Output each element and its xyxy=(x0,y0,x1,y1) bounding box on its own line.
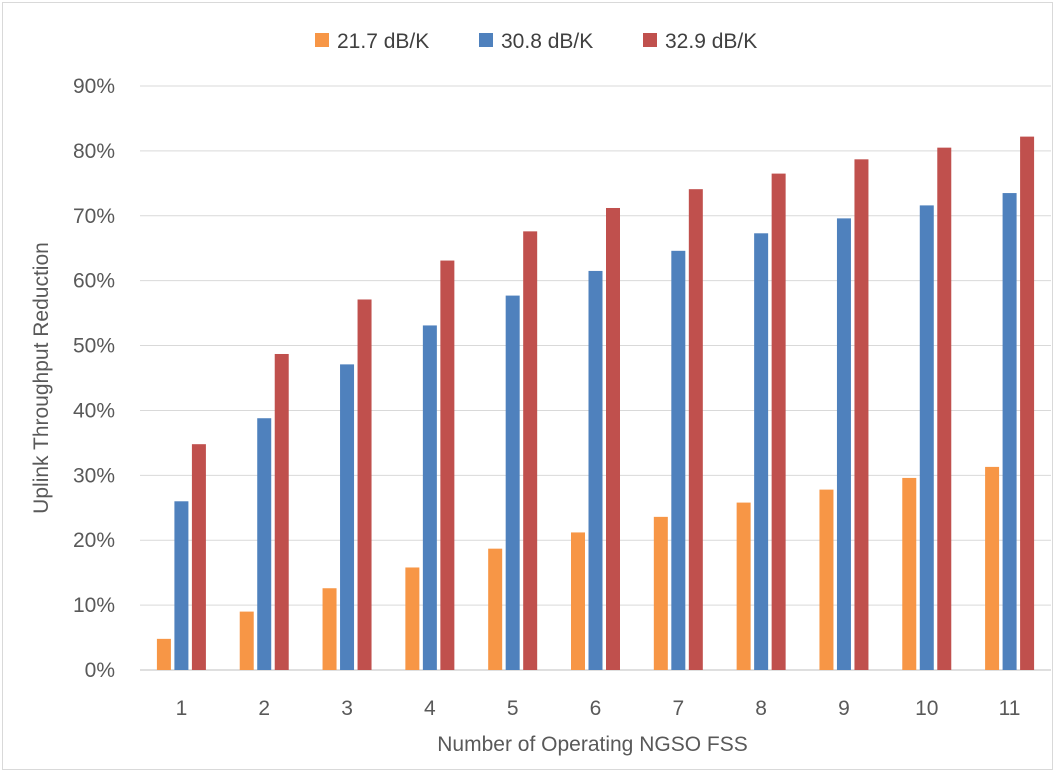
x-tick-label: 7 xyxy=(672,697,684,720)
bar-32-9-db-k-4 xyxy=(440,260,455,670)
y-tick-label: 80% xyxy=(73,140,115,163)
bar-32-9-db-k-2 xyxy=(274,353,289,670)
bar-32-9-db-k-8 xyxy=(771,173,786,670)
bar-21-7-db-k-5 xyxy=(488,548,503,670)
bar-30-8-db-k-11 xyxy=(1002,193,1017,671)
y-tick-label: 10% xyxy=(73,594,115,617)
bar-21-7-db-k-7 xyxy=(653,516,668,670)
bar-32-9-db-k-3 xyxy=(357,299,372,670)
bar-30-8-db-k-4 xyxy=(422,325,437,670)
bar-30-8-db-k-2 xyxy=(257,418,272,670)
legend-swatch xyxy=(643,33,657,47)
y-tick-label: 50% xyxy=(73,335,115,358)
bar-30-8-db-k-3 xyxy=(340,364,355,670)
x-tick-label: 10 xyxy=(915,697,938,720)
bars xyxy=(156,136,1035,671)
legend-label: 21.7 dB/K xyxy=(337,30,429,53)
y-tick-label: 90% xyxy=(73,75,115,98)
y-tick-label: 0% xyxy=(85,659,115,682)
legend: 21.7 dB/K 30.8 dB/K 32.9 dB/K xyxy=(315,30,757,53)
bar-21-7-db-k-3 xyxy=(322,588,337,670)
legend-swatch xyxy=(315,33,329,47)
bar-21-7-db-k-11 xyxy=(985,466,1000,670)
bar-30-8-db-k-5 xyxy=(505,295,520,670)
x-tick-label: 4 xyxy=(424,697,436,720)
x-tick-label: 9 xyxy=(838,697,850,720)
legend-label: 32.9 dB/K xyxy=(665,30,757,53)
y-axis-title: Uplink Throughput Reduction xyxy=(30,242,53,514)
y-tick-label: 40% xyxy=(73,399,115,422)
bar-21-7-db-k-1 xyxy=(156,638,171,670)
x-tick-label: 6 xyxy=(590,697,602,720)
y-tick-label: 20% xyxy=(73,529,115,552)
bar-21-7-db-k-10 xyxy=(902,477,917,670)
bar-32-9-db-k-7 xyxy=(688,189,703,670)
x-axis-title: Number of Operating NGSO FSS xyxy=(437,733,747,756)
x-tick-label: 3 xyxy=(341,697,353,720)
y-tick-label: 30% xyxy=(73,464,115,487)
bar-32-9-db-k-5 xyxy=(523,231,538,670)
bar-30-8-db-k-10 xyxy=(919,205,934,670)
y-tick-label: 70% xyxy=(73,205,115,228)
y-tick-label: 60% xyxy=(73,270,115,293)
bar-32-9-db-k-10 xyxy=(937,147,952,671)
x-tick-label: 11 xyxy=(999,697,1021,720)
bar-30-8-db-k-7 xyxy=(671,250,686,670)
bar-21-7-db-k-8 xyxy=(736,502,751,670)
bar-32-9-db-k-1 xyxy=(191,444,206,670)
bar-32-9-db-k-6 xyxy=(606,207,620,671)
bar-32-9-db-k-11 xyxy=(1020,136,1035,670)
x-tick-label: 2 xyxy=(258,697,270,720)
bar-30-8-db-k-6 xyxy=(588,270,603,670)
bar-30-8-db-k-8 xyxy=(754,233,769,670)
bar-21-7-db-k-9 xyxy=(819,489,834,670)
x-tick-label: 1 xyxy=(176,697,188,720)
legend-swatch xyxy=(479,33,493,47)
x-axis-ticks: 1 2 3 4 5 6 7 8 9 10 11 xyxy=(176,697,1021,720)
bar-30-8-db-k-1 xyxy=(174,501,189,670)
bar-21-7-db-k-6 xyxy=(571,532,585,670)
x-tick-label: 5 xyxy=(507,697,519,720)
bar-21-7-db-k-4 xyxy=(405,567,420,670)
legend-label: 30.8 dB/K xyxy=(501,30,593,53)
y-axis-ticks: 0% 10% 20% 30% 40% 50% 60% 70% 80% 90% xyxy=(73,75,115,682)
bar-21-7-db-k-2 xyxy=(239,611,254,670)
bar-32-9-db-k-9 xyxy=(854,159,869,670)
bar-30-8-db-k-9 xyxy=(836,218,851,670)
x-tick-label: 8 xyxy=(755,697,767,720)
